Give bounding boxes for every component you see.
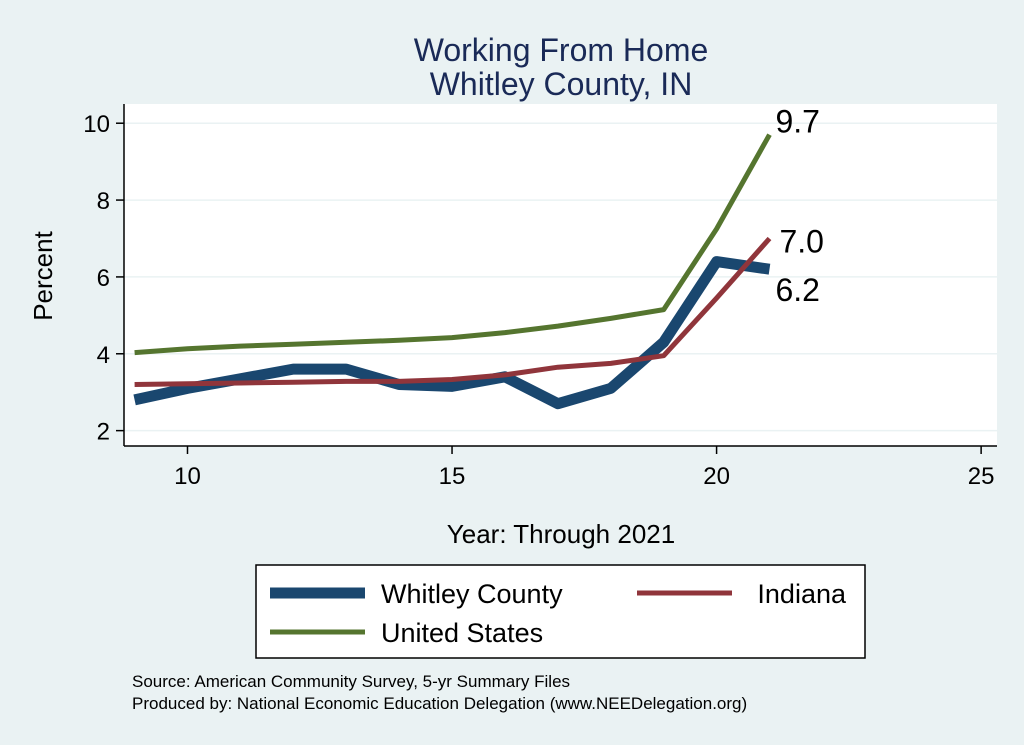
axes: 2 4 6 8 10 10 15 20 25: [83, 104, 997, 490]
legend-label-whitley-county: Whitley County: [381, 579, 563, 609]
y-tick-label: 8: [97, 188, 110, 215]
series-line-united-states: [134, 133, 772, 356]
producer-note: Produced by: National Economic Education…: [132, 694, 747, 713]
y-tick-label: 10: [83, 111, 110, 138]
end-label-united-states: 9.7: [775, 104, 819, 140]
x-tick-label: 25: [968, 463, 995, 490]
x-axis-label: Year: Through 2021: [447, 519, 675, 549]
end-label-indiana: 7.0: [779, 223, 823, 259]
end-label-whitley-county: 6.2: [775, 272, 819, 308]
legend-box: [255, 564, 866, 659]
y-tick-label: 2: [97, 419, 110, 446]
y-tick-label: 4: [97, 342, 110, 369]
x-tick-label: 10: [174, 463, 201, 490]
chart-title-line-1: Working From Home: [414, 32, 709, 68]
x-tick-label: 15: [439, 463, 466, 490]
source-note: Source: American Community Survey, 5-yr …: [132, 672, 570, 691]
grid-lines: [124, 122, 997, 432]
x-tick-label: 20: [703, 463, 730, 490]
legend: Whitley County Indiana United States: [255, 564, 866, 659]
series-line-indiana: [134, 236, 772, 387]
legend-label-united-states: United States: [381, 618, 543, 648]
chart-title-line-2: Whitley County, IN: [430, 66, 693, 102]
y-tick-label: 6: [97, 265, 110, 292]
series-line-whitley-county: [133, 256, 771, 410]
y-axis-label: Percent: [28, 230, 58, 320]
end-labels: 6.2 7.0 9.7: [775, 104, 823, 308]
legend-label-indiana: Indiana: [757, 579, 847, 609]
series-lines: [133, 133, 772, 410]
plot-area: [124, 104, 997, 446]
